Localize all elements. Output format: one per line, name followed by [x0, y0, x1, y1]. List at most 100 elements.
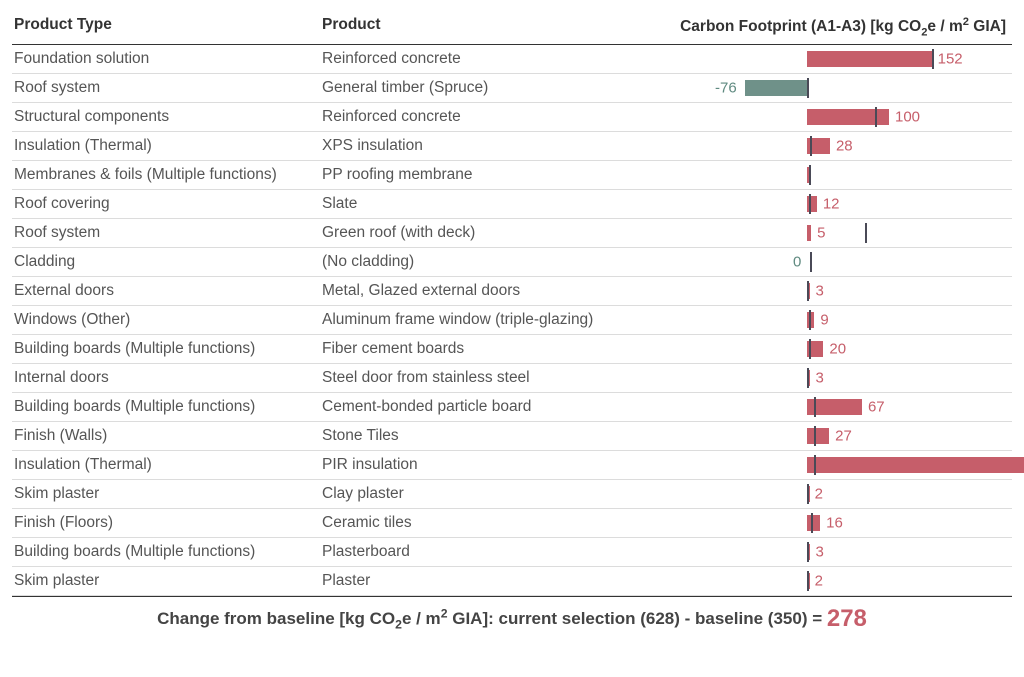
table-row: Roof systemGreen roof (with deck)5 [12, 219, 1012, 248]
baseline-marker [809, 194, 811, 214]
bar-value-label: 12 [823, 196, 840, 213]
table-row: Skim plasterPlaster 2 [12, 567, 1012, 596]
bar-value-label: 3 [815, 544, 823, 561]
bar-value-label: 3 [815, 370, 823, 387]
baseline-marker [807, 281, 809, 301]
carbon-footprint-table: Product Type Product Carbon Footprint (A… [12, 10, 1012, 596]
baseline-marker [875, 107, 877, 127]
cell-product-type: Internal doors [12, 369, 322, 387]
footer-current-value: 628 [646, 609, 674, 628]
baseline-marker [814, 426, 816, 446]
table-row: External doorsMetal, Glazed external doo… [12, 277, 1012, 306]
table-row: Finish (Walls)Stone Tiles27 [12, 422, 1012, 451]
cell-product-type: Finish (Walls) [12, 427, 322, 445]
table-row: Structural componentsReinforced concrete… [12, 103, 1012, 132]
baseline-marker [809, 165, 811, 185]
cell-product-type: Membranes & foils (Multiple functions) [12, 166, 322, 184]
bar-value-label: 152 [938, 51, 963, 68]
cell-bar-chart [622, 451, 1012, 479]
cell-product: Reinforced concrete [322, 108, 622, 126]
table-header-row: Product Type Product Carbon Footprint (A… [12, 10, 1012, 45]
baseline-marker [865, 223, 867, 243]
cell-product-type: Insulation (Thermal) [12, 137, 322, 155]
footer-summary: Change from baseline [kg CO2e / m2 GIA]:… [12, 596, 1012, 633]
table-row: Cladding(No cladding)0 [12, 248, 1012, 277]
cell-product: Plaster [322, 572, 622, 590]
cell-bar-chart: 5 [622, 219, 1012, 247]
cell-bar-chart: 100 [622, 103, 1012, 131]
cell-bar-chart: 2 [622, 480, 1012, 508]
footer-text: Change from baseline [kg CO2e / m2 GIA]:… [157, 609, 827, 628]
table-row: Foundation solutionReinforced concrete 15… [12, 45, 1012, 74]
cell-product-type: Cladding [12, 253, 322, 271]
cell-product: Cement-bonded particle board [322, 398, 622, 416]
cell-product-type: Building boards (Multiple functions) [12, 543, 322, 561]
bar-value-label: 9 [820, 312, 828, 329]
cell-product-type: Building boards (Multiple functions) [12, 340, 322, 358]
bar-value-label: 16 [826, 515, 843, 532]
cell-product-type: Structural components [12, 108, 322, 126]
header-product-type: Product Type [12, 16, 322, 38]
cell-product: Reinforced concrete [322, 50, 622, 68]
cell-product-type: Finish (Floors) [12, 514, 322, 532]
carbon-bar [807, 515, 820, 531]
baseline-marker [814, 455, 816, 475]
cell-bar-chart: 16 [622, 509, 1012, 537]
bar-value-label: 20 [829, 341, 846, 358]
cell-product-type: Roof system [12, 79, 322, 97]
table-row: Building boards (Multiple functions)Fibe… [12, 335, 1012, 364]
baseline-marker [807, 368, 809, 388]
cell-product-type: Insulation (Thermal) [12, 456, 322, 474]
baseline-marker [810, 136, 812, 156]
footer-baseline-value: 350 [773, 609, 801, 628]
table-row: Membranes & foils (Multiple functions)PP… [12, 161, 1012, 190]
cell-bar-chart: 20 [622, 335, 1012, 363]
bar-value-label: -76 [715, 80, 737, 97]
table-row: Roof systemGeneral timber (Spruce)-76 [12, 74, 1012, 103]
bar-value-label: 100 [895, 109, 920, 126]
carbon-bar [807, 428, 829, 444]
cell-bar-chart: 2 [622, 567, 1012, 595]
table-row: Internal doorsSteel door from stainless … [12, 364, 1012, 393]
cell-product-type: Windows (Other) [12, 311, 322, 329]
baseline-marker [807, 484, 809, 504]
cell-bar-chart: 9 [622, 306, 1012, 334]
cell-product-type: Roof covering [12, 195, 322, 213]
table-row: Windows (Other)Aluminum frame window (tr… [12, 306, 1012, 335]
cell-product: PIR insulation [322, 456, 622, 474]
cell-product-type: External doors [12, 282, 322, 300]
cell-bar-chart: 28 [622, 132, 1012, 160]
baseline-marker [809, 310, 811, 330]
cell-bar-chart: -76 [622, 74, 1012, 102]
cell-product: Plasterboard [322, 543, 622, 561]
cell-bar-chart: 3 [622, 364, 1012, 392]
table-row: Insulation (Thermal)XPS insulation 28 [12, 132, 1012, 161]
footer-delta-value: 278 [827, 605, 867, 632]
bar-value-label: 28 [836, 138, 853, 155]
table-row: Building boards (Multiple functions)Ceme… [12, 393, 1012, 422]
cell-product: Slate [322, 195, 622, 213]
baseline-marker [814, 397, 816, 417]
table-row: Roof coveringSlate 12 [12, 190, 1012, 219]
cell-product: XPS insulation [322, 137, 622, 155]
cell-product: Ceramic tiles [322, 514, 622, 532]
baseline-marker [932, 49, 934, 69]
table-row: Insulation (Thermal)PIR insulation [12, 451, 1012, 480]
bar-value-label: 27 [835, 428, 852, 445]
cell-product-type: Skim plaster [12, 572, 322, 590]
baseline-marker [807, 571, 809, 591]
cell-bar-chart: 0 [622, 248, 1012, 276]
cell-product-type: Foundation solution [12, 50, 322, 68]
bar-value-label: 5 [817, 225, 825, 242]
table-row: Finish (Floors)Ceramic tiles 16 [12, 509, 1012, 538]
header-carbon-footprint: Carbon Footprint (A1-A3) [kg CO2e / m2 G… [622, 16, 1012, 38]
bar-value-label: 2 [815, 573, 823, 590]
carbon-bar [807, 51, 932, 67]
carbon-bar [745, 80, 807, 96]
cell-bar-chart: 152 [622, 45, 1012, 73]
baseline-marker [811, 513, 813, 533]
baseline-marker [807, 542, 809, 562]
bar-value-label: 0 [793, 254, 801, 271]
carbon-bar [807, 457, 1024, 473]
cell-product-type: Roof system [12, 224, 322, 242]
